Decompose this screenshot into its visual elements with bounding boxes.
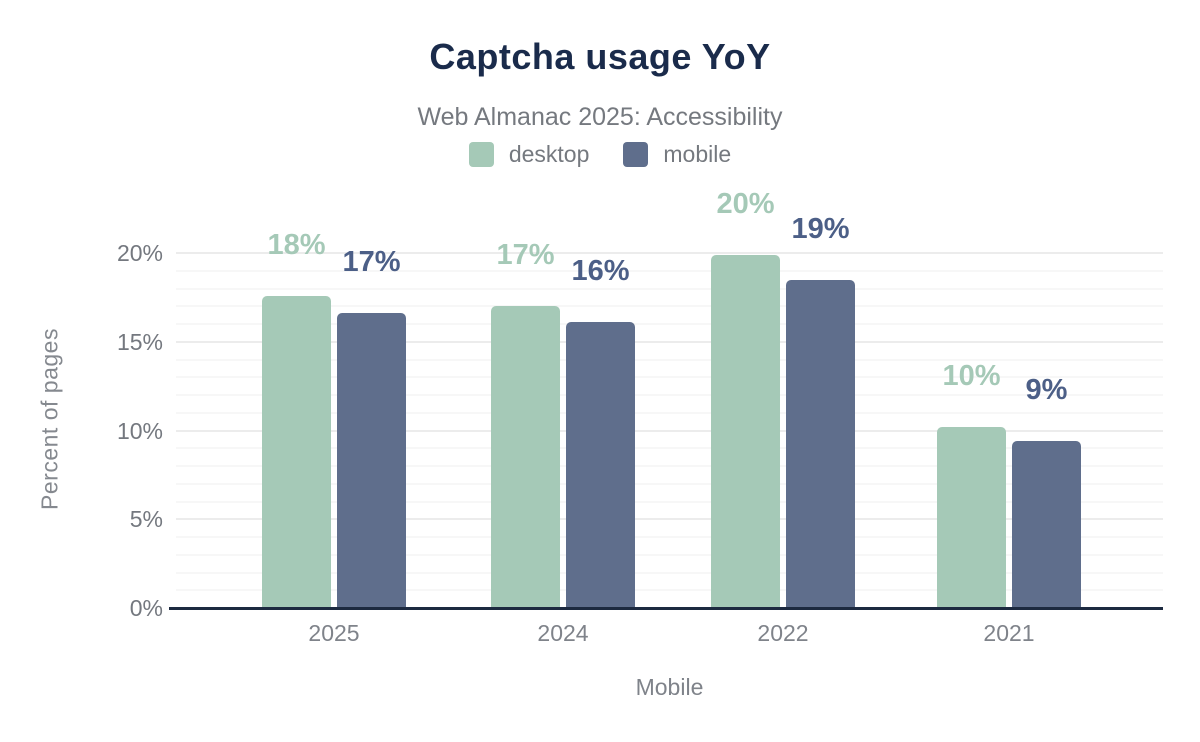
x-tick-label-2022: 2022	[757, 620, 809, 646]
minor-gridline	[176, 394, 1163, 396]
bar-label-mobile-2022: 19%	[791, 212, 850, 245]
bar-desktop-2022[interactable]: 20%	[711, 189, 780, 608]
minor-gridline	[176, 358, 1163, 361]
major-gridline	[176, 252, 1163, 254]
bar-label-desktop-2024: 17%	[496, 239, 555, 272]
legend-swatch-mobile	[623, 142, 649, 167]
bar-group-2021: 10% 9%	[934, 361, 1084, 608]
y-tick-label: 15%	[116, 328, 163, 355]
legend-item-desktop[interactable]: desktop	[468, 141, 590, 168]
minor-gridline	[176, 571, 1163, 574]
minor-gridline	[176, 411, 1163, 414]
legend-swatch-desktop	[468, 142, 494, 167]
chart-title: Captcha usage YoY	[429, 36, 771, 77]
y-tick-label: 0%	[129, 595, 163, 621]
bar-label-mobile-2024: 16%	[571, 255, 630, 288]
minor-gridline	[176, 305, 1163, 308]
major-gridline	[176, 429, 1163, 432]
major-gridline	[176, 340, 1163, 343]
x-tick-label-2024: 2024	[537, 620, 589, 646]
legend-label: mobile	[663, 141, 732, 167]
bar-group-2022: 20% 19%	[708, 189, 858, 608]
y-tick-label: 10%	[116, 417, 163, 444]
bar-desktop-2025[interactable]: 18%	[262, 230, 331, 608]
chart-subtitle: Web Almanac 2025: Accessibility	[417, 103, 783, 131]
x-axis-line	[169, 607, 1163, 610]
minor-gridline	[176, 465, 1163, 467]
minor-gridline	[176, 323, 1163, 325]
minor-gridline	[176, 482, 1163, 485]
x-tick-label-2025: 2025	[308, 620, 360, 646]
x-axis-title: Mobile	[635, 674, 704, 700]
plot-area: Mobile 0% 5% 10% 15% 20% 18% 17% 2025 17% 16% 2024…	[117, 189, 1163, 700]
bar-mobile-2024[interactable]: 16%	[566, 257, 635, 608]
bar-group-2024: 17% 16%	[488, 241, 638, 608]
y-axis-title: Percent of pages	[36, 328, 63, 510]
minor-gridline	[176, 500, 1163, 503]
bar-label-desktop-2021: 10%	[942, 359, 1001, 392]
x-tick-label-2021: 2021	[983, 620, 1035, 646]
bar-label-mobile-2025: 17%	[342, 246, 401, 279]
legend-item-mobile[interactable]: mobile	[623, 141, 731, 168]
minor-gridline	[176, 553, 1163, 556]
bar-mobile-2025[interactable]: 17%	[337, 248, 406, 608]
bar-desktop-2021[interactable]: 10%	[937, 361, 1006, 608]
minor-gridline	[176, 589, 1163, 592]
bar-mobile-2021[interactable]: 9%	[1012, 376, 1081, 608]
minor-gridline	[176, 536, 1163, 538]
legend: desktop mobile	[0, 141, 1200, 168]
bar-desktop-2024[interactable]: 17%	[491, 241, 560, 608]
bar-mobile-2022[interactable]: 19%	[786, 214, 855, 608]
y-tick-label: 5%	[129, 506, 163, 533]
bar-label-desktop-2022: 20%	[716, 187, 775, 220]
bar-label-desktop-2025: 18%	[267, 228, 326, 261]
minor-gridline	[176, 287, 1163, 290]
minor-gridline	[176, 269, 1163, 272]
minor-gridline	[176, 447, 1163, 450]
y-tick-label: 20%	[116, 240, 163, 266]
bar-label-mobile-2021: 9%	[1025, 374, 1068, 407]
bar-group-2025: 18% 17%	[259, 230, 409, 608]
minor-gridline	[176, 376, 1163, 379]
legend-label: desktop	[508, 141, 590, 167]
major-gridline	[176, 518, 1163, 521]
